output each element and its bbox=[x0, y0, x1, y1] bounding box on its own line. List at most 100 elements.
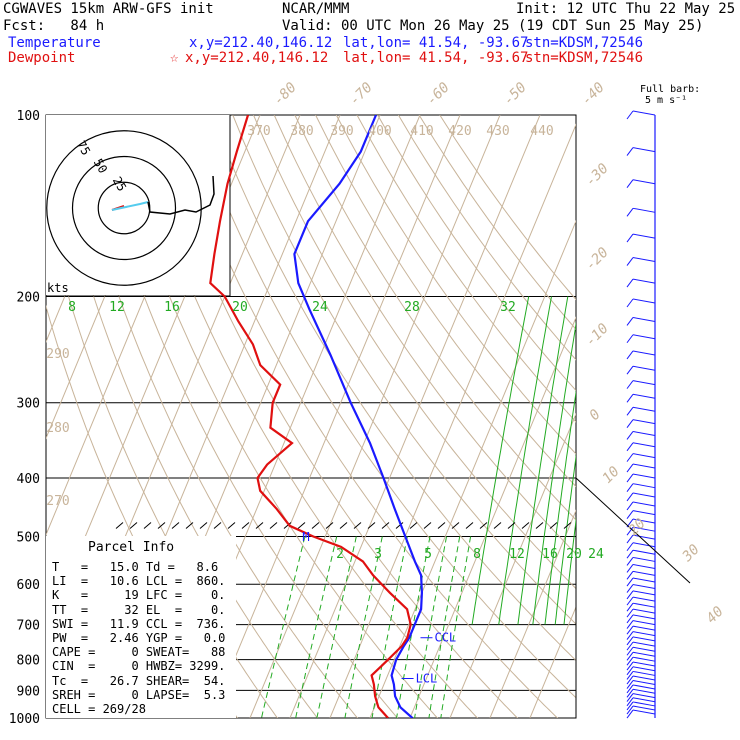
temperature-station: stn=KDSM,72546 bbox=[525, 35, 644, 51]
dry-adiabat bbox=[377, 115, 576, 392]
mixing-ratio-line bbox=[471, 296, 530, 625]
wind-barb-flag bbox=[626, 646, 634, 656]
wind-barb bbox=[632, 709, 656, 715]
wind-barb-flag bbox=[626, 431, 634, 440]
wind-barb bbox=[632, 473, 656, 479]
barb-legend-units: 5 m s⁻¹ bbox=[645, 95, 688, 106]
wind-barb-flag bbox=[626, 584, 634, 593]
mixing-ratio-label: 24 bbox=[588, 547, 604, 562]
wind-barb bbox=[632, 430, 656, 436]
theta-label: 380 bbox=[290, 124, 313, 139]
wind-barb-flag bbox=[626, 473, 634, 483]
level-tick bbox=[143, 522, 152, 529]
wind-barb bbox=[632, 680, 656, 686]
mixing-ratio-label: 8 bbox=[68, 300, 76, 315]
wind-barb-flag bbox=[626, 577, 634, 587]
pressure-label: 600 bbox=[17, 578, 40, 593]
mixing-ratio-line bbox=[517, 296, 569, 625]
mixing-ratio-label: 5 bbox=[424, 547, 432, 562]
wind-barb-flag bbox=[626, 602, 634, 612]
hodograph-trace-mid bbox=[111, 201, 149, 211]
level-tick bbox=[367, 522, 376, 529]
isotherm-label: -40 bbox=[579, 80, 608, 109]
wind-barb-flag bbox=[626, 549, 634, 559]
parcel-info-row: LI = 10.6 LCL = 860. bbox=[52, 574, 226, 589]
wind-barb-flag bbox=[626, 365, 634, 375]
wind-barb-flag bbox=[626, 661, 634, 671]
wind-barb bbox=[632, 278, 656, 284]
wind-barb bbox=[632, 666, 656, 672]
isotherm-label: -70 bbox=[347, 80, 376, 109]
level-tick bbox=[297, 522, 306, 529]
dry-adiabat bbox=[128, 115, 479, 718]
wind-barb bbox=[632, 596, 656, 602]
pressure-label: 100 bbox=[17, 109, 40, 124]
boundary-line bbox=[575, 477, 691, 584]
hodograph-units: kts bbox=[47, 281, 69, 295]
theta-label: 420 bbox=[448, 124, 471, 139]
wind-barb-flag bbox=[626, 442, 634, 452]
parcel-info-row: CIN = 0 HWBZ= 3299. bbox=[52, 659, 226, 674]
wind-barb-flag bbox=[626, 697, 634, 707]
hodograph-ring bbox=[71, 155, 177, 261]
isotherm bbox=[489, 509, 576, 718]
wind-barb-flag bbox=[626, 701, 634, 711]
annotations: CCL LCL M bbox=[302, 530, 456, 686]
dry-adiabat bbox=[66, 115, 359, 718]
wind-barb bbox=[632, 316, 656, 322]
wind-barb bbox=[632, 380, 656, 386]
level-tick bbox=[395, 522, 404, 529]
barb-legend-title: Full barb: bbox=[640, 84, 701, 95]
dry-adiabat bbox=[418, 115, 576, 331]
level-tick-row bbox=[115, 522, 572, 529]
wind-barb bbox=[632, 257, 656, 263]
dry-adiabat bbox=[190, 115, 576, 699]
wind-barb bbox=[632, 526, 656, 532]
parcel-info-row: CELL = 269/28 bbox=[52, 702, 146, 716]
wind-barb bbox=[632, 636, 656, 642]
dewpoint-station: stn=KDSM,72546 bbox=[525, 50, 644, 66]
wind-barb bbox=[632, 334, 656, 340]
pressure-label: 700 bbox=[17, 619, 40, 634]
isotherm-label: -50 bbox=[501, 80, 530, 109]
lcl-label: LCL bbox=[416, 672, 438, 686]
isotherm-label: 10 bbox=[600, 464, 623, 487]
isotherm-label: -80 bbox=[271, 80, 300, 109]
dry-adiabat bbox=[315, 115, 576, 488]
dry-adiabat bbox=[87, 115, 399, 718]
wind-barb bbox=[632, 463, 656, 469]
ccl-label: CCL bbox=[434, 631, 456, 645]
wind-barb-flag bbox=[626, 453, 634, 462]
wind-barb bbox=[632, 631, 656, 637]
wind-barb bbox=[632, 656, 656, 662]
pressure-label: 800 bbox=[17, 654, 40, 669]
wind-barb bbox=[632, 419, 656, 425]
wind-barb-flag bbox=[626, 208, 634, 217]
wind-barb-flag bbox=[626, 542, 634, 552]
isotherm bbox=[409, 316, 576, 718]
isotherm bbox=[249, 115, 501, 718]
wind-barb bbox=[632, 608, 656, 614]
mixing-ratio-label: 20 bbox=[566, 547, 582, 562]
wind-barb bbox=[632, 518, 656, 524]
theta-label: 370 bbox=[247, 124, 270, 139]
wind-barb bbox=[632, 483, 656, 489]
wind-barb bbox=[632, 701, 656, 707]
wind-barb-flag bbox=[626, 636, 634, 646]
mixing-ratio-dashed bbox=[371, 536, 408, 718]
isotherm-label: 20 bbox=[626, 516, 649, 539]
wind-barb-flag bbox=[626, 278, 634, 288]
wind-barb bbox=[632, 179, 656, 185]
level-tick bbox=[157, 522, 166, 529]
wind-barb bbox=[632, 577, 656, 583]
theta-label: 410 bbox=[410, 124, 433, 139]
dry-adiabat bbox=[149, 115, 519, 718]
wind-barb bbox=[632, 549, 656, 555]
dewpoint-star-icon: ☆ bbox=[170, 50, 179, 66]
wind-barb-flag bbox=[626, 596, 634, 606]
wind-barb bbox=[632, 641, 656, 647]
level-tick bbox=[255, 522, 264, 529]
isotherm bbox=[329, 123, 576, 718]
wind-barb bbox=[632, 442, 656, 448]
